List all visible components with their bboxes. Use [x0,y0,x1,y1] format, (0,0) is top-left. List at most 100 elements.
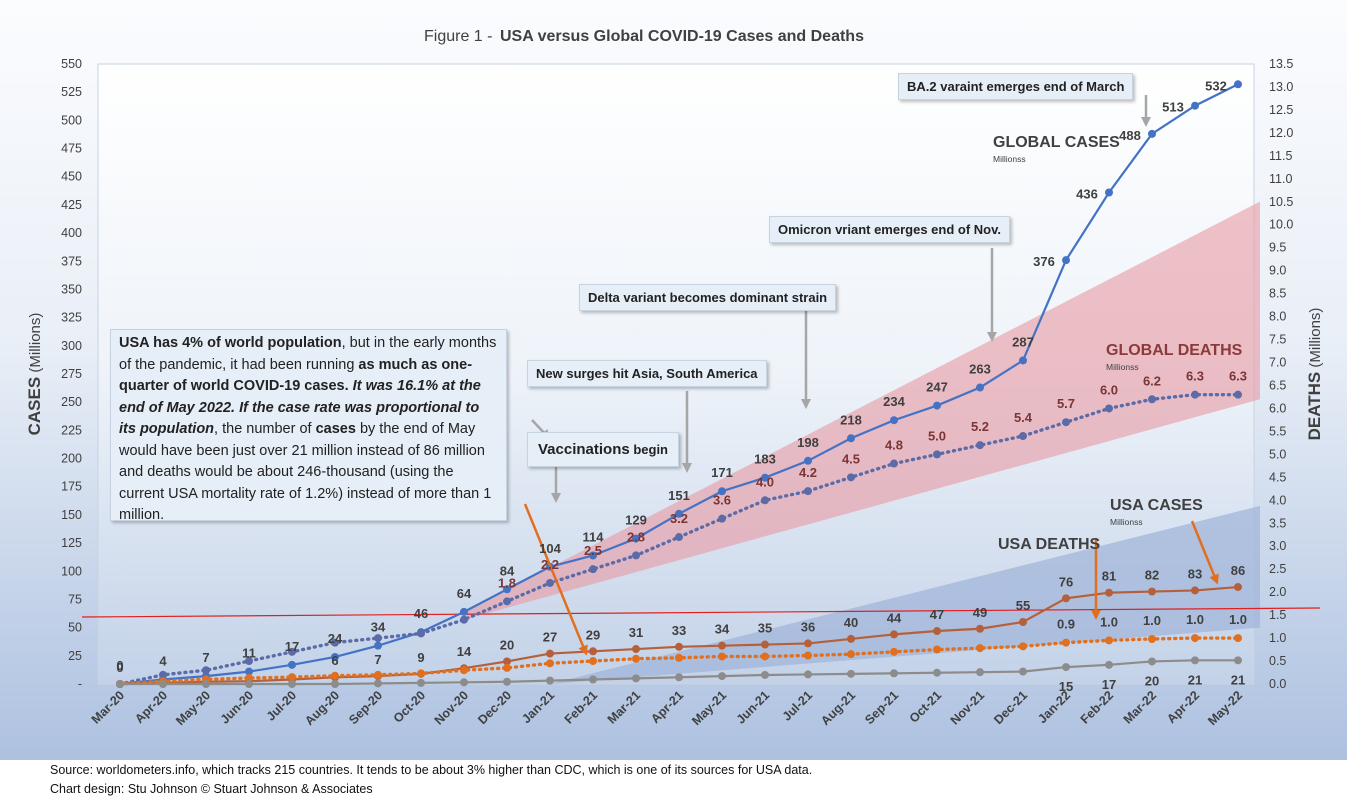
data-point-1 [976,441,984,450]
left-tick-label: 300 [61,339,82,353]
data-label-1: 5.2 [971,419,989,434]
data-point-4 [159,680,167,688]
data-point-2 [632,645,640,654]
data-point-1 [417,629,425,638]
right-tick-label: 13.5 [1269,57,1293,71]
left-tick-label: 350 [61,282,82,296]
data-point-0 [503,585,511,594]
left-axis-title-main: CASES [25,377,44,436]
left-axis-ticks: 550 525 500 475 450 425 400 375 350 325 300 275 250 2… [61,57,82,691]
note-text-1: , but in the early months of the pandemi… [119,335,497,373]
data-point-4 [1191,656,1199,665]
right-axis-ticks: 13.5 13.0 12.5 12.0 11.5 11.0 10.5 10.0 9.5 9.0 8.… [1269,57,1293,691]
data-point-1 [460,615,468,624]
left-tick-label: 475 [61,142,82,156]
data-point-4 [675,673,683,682]
right-tick-label: 13.0 [1269,80,1293,94]
series-title-usa-deaths: USA DEATHS [998,536,1101,553]
right-tick-label: 3.5 [1269,516,1286,530]
data-label-2: 27 [543,630,557,645]
reference-line [81,607,1321,618]
data-point-3 [1062,638,1070,647]
right-tick-label: 10.0 [1269,218,1293,232]
data-label-3: 1.0 [1100,614,1118,629]
left-tick-label: 150 [61,508,82,522]
data-label-0: 7 [202,650,209,665]
data-label-1: 4.5 [842,451,860,466]
data-point-2 [976,624,984,633]
left-axis-title-unit: (Millions) [27,313,44,377]
data-label-4: 17 [1102,677,1116,692]
data-point-0 [804,456,812,465]
left-tick-label: 25 [68,649,82,663]
data-point-0 [890,416,898,425]
left-tick-label: 100 [61,564,82,578]
data-point-0 [847,434,855,443]
note-bold-3: cases [315,421,356,437]
data-point-1 [1105,404,1113,413]
data-label-1: 5.7 [1057,396,1075,411]
note-text-2: , the number of [214,421,316,437]
data-label-0: 263 [969,362,991,377]
data-point-2 [718,641,726,650]
data-label-1: 6.2 [1143,373,1161,388]
callout-ba2: BA.2 varaint emerges end of March [898,73,1134,100]
right-tick-label: 10.5 [1269,195,1293,209]
right-tick-label: 6.0 [1269,401,1286,415]
data-point-4 [589,675,597,684]
data-point-1 [374,634,382,643]
data-point-1 [331,638,339,647]
data-label-2: 9 [417,650,424,665]
data-label-4: 20 [1145,673,1159,688]
right-tick-label: 1.5 [1269,608,1286,622]
left-tick-label: 525 [61,85,82,99]
data-label-2: 0 [116,660,123,675]
data-point-4 [1019,667,1027,676]
data-point-4 [1105,660,1113,669]
data-point-2 [675,642,683,651]
left-tick-label: 400 [61,226,82,240]
data-label-1: 3.2 [670,511,688,526]
data-point-3 [632,654,640,663]
right-tick-label: 5.5 [1269,424,1286,438]
data-point-4 [761,670,769,679]
data-label-0: 24 [328,631,343,646]
left-tick-label: 50 [68,621,82,635]
data-point-2 [546,649,554,658]
data-label-0: 17 [285,639,299,654]
data-label-0: 488 [1119,128,1141,143]
data-label-1: 4.2 [799,465,817,480]
left-tick-label: - [78,677,82,691]
callout-omicron: Omicron vriant emerges end of Nov. [769,216,1010,243]
data-label-4: 21 [1188,672,1202,687]
data-point-0 [675,509,683,518]
data-point-3 [933,645,941,654]
data-point-4 [976,668,984,677]
data-point-3 [1148,634,1156,643]
data-point-4 [202,680,210,688]
note-bold-italic: It was 16.1% at the end of May 2022. If … [119,378,481,437]
data-label-4: 21 [1231,672,1245,687]
data-point-0 [718,487,726,496]
right-tick-label: 0.0 [1269,677,1286,691]
data-point-2 [1234,583,1242,592]
left-tick-label: 450 [61,170,82,184]
data-point-1 [675,533,683,542]
chart-title: USA versus Global COVID-19 Cases and Dea… [500,28,864,45]
data-point-3 [460,666,468,675]
data-point-0 [632,534,640,543]
data-point-0 [933,401,941,410]
callout-vaccinations-bold: Vaccinations [538,441,630,458]
left-tick-label: 275 [61,367,82,381]
data-point-4 [847,669,855,678]
data-point-4 [804,670,812,679]
data-label-0: 84 [500,563,515,578]
data-label-1: 6.0 [1100,382,1118,397]
right-tick-label: 4.5 [1269,470,1286,484]
right-tick-label: 3.0 [1269,539,1286,553]
data-label-2: 36 [801,619,815,634]
data-point-3 [761,652,769,661]
data-label-0: 513 [1162,100,1184,115]
right-tick-label: 7.0 [1269,356,1286,370]
data-point-4 [1234,656,1242,665]
